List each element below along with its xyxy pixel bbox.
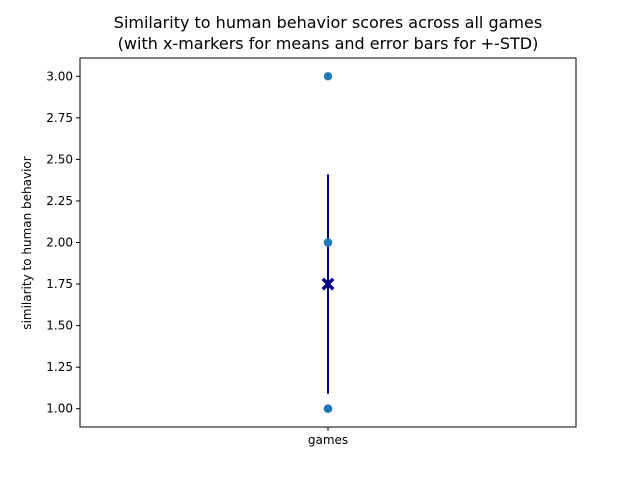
y-tick-label: 2.25 [46,194,73,208]
chart-title-line-1: Similarity to human behavior scores acro… [114,13,542,32]
y-tick-label: 2.00 [46,236,73,250]
chart-title-line-2: (with x-markers for means and error bars… [118,34,539,53]
data-point [323,72,333,81]
y-tick-label: 3.00 [46,69,73,83]
y-tick-label: 2.75 [46,111,73,125]
y-axis-ticks: 1.00 1.25 1.50 1.75 2.00 2.25 2.50 2.75 3.00 [46,69,329,431]
y-tick-label: 1.00 [46,402,73,416]
mean-marker [321,277,335,291]
y-tick-label: 1.50 [46,319,73,333]
x-axis-label: games [308,433,348,447]
data-point [323,238,333,247]
y-tick-label: 1.75 [46,277,73,291]
y-tick-label: 2.50 [46,152,73,166]
chart-marks [321,72,335,413]
y-axis-label: similarity to human behavior [20,156,34,329]
y-tick-label: 1.25 [46,360,73,374]
data-point [323,404,333,413]
